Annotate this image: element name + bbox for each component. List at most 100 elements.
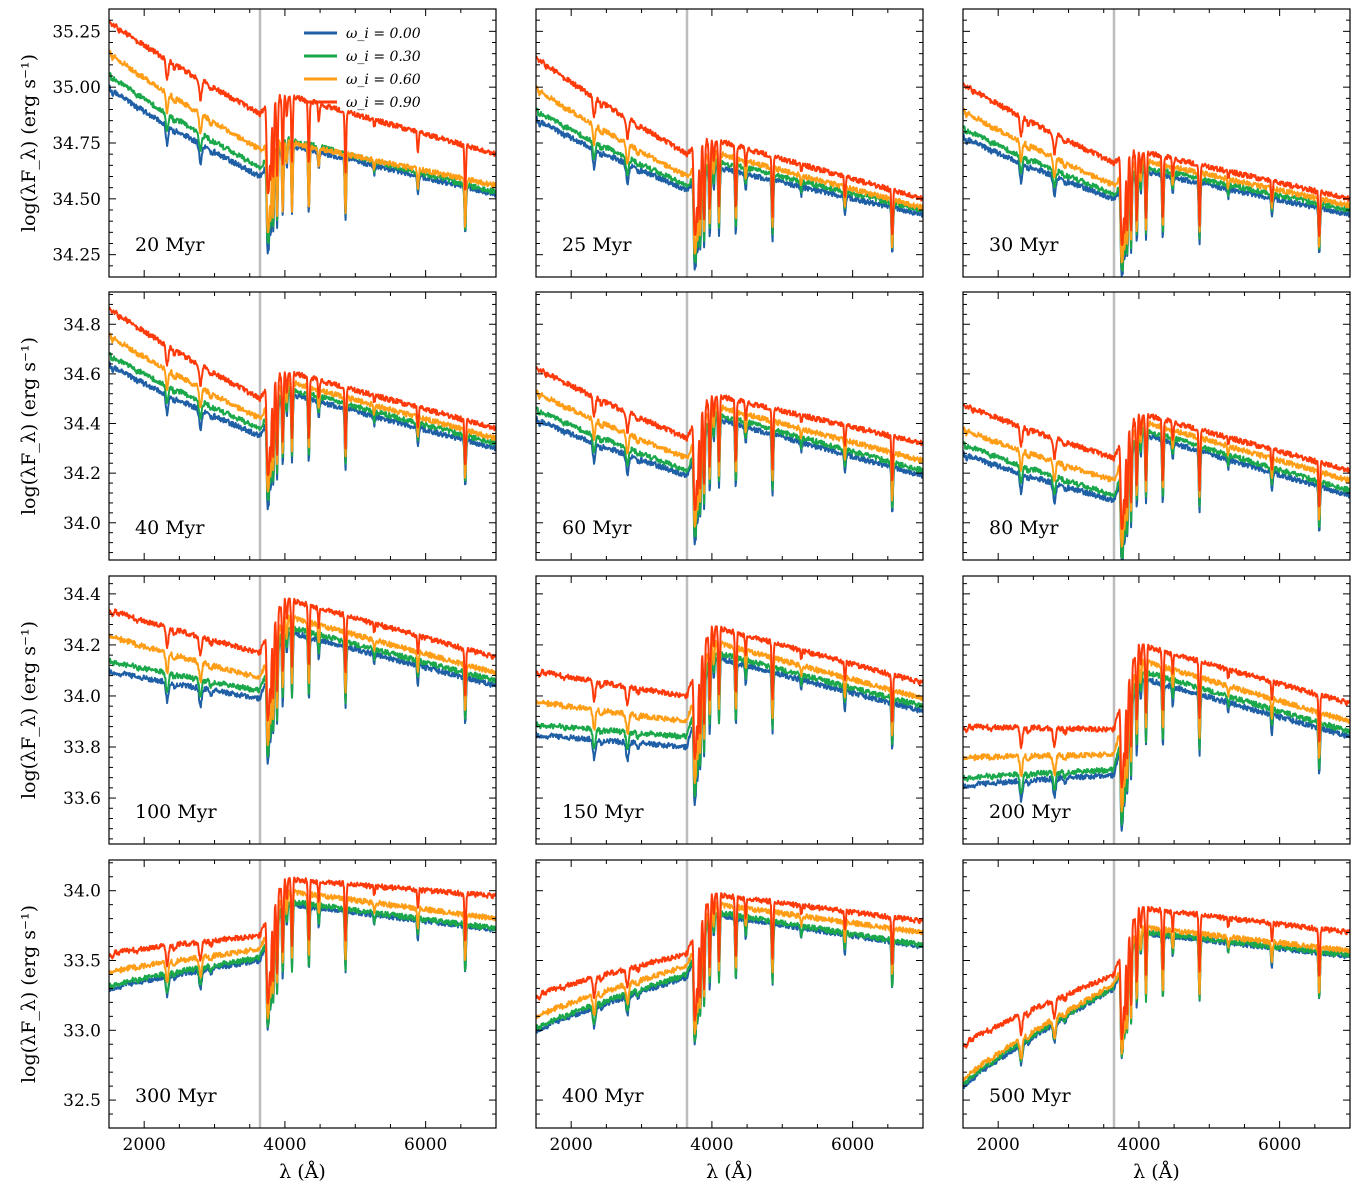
age-label: 40 Myr <box>135 517 205 539</box>
panel-frame <box>535 859 924 1129</box>
legend: ω_i = 0.00 ω_i = 0.30 ω_i = 0.60 ω_i = 0.90 <box>304 26 421 111</box>
age-label: 30 Myr <box>989 234 1059 256</box>
series-line-omega-060 <box>963 107 1350 264</box>
panel-150-myr: 150 Myr <box>535 575 924 845</box>
y-tick-label: 33.5 <box>63 952 101 972</box>
series-line-omega-090 <box>536 892 923 1022</box>
series-line-omega-060 <box>536 389 923 528</box>
series-line-omega-090 <box>536 625 923 760</box>
age-label: 60 Myr <box>562 517 632 539</box>
y-tick-label: 34.4 <box>63 585 101 605</box>
series-line-omega-090 <box>109 876 496 1005</box>
series-line-omega-060 <box>536 901 923 1035</box>
series-line-omega-000 <box>963 930 1350 1089</box>
panel-300-myr: 2000 4000 6000 λ (Å) 32.5 33.0 33.5 34.0 log(λF_… <box>18 859 497 1183</box>
x-tick-label: 2000 <box>123 1135 166 1155</box>
x-tick-label: 2000 <box>977 1135 1020 1155</box>
x-axis-label: λ (Å) <box>279 1161 326 1183</box>
x-tick-label: 4000 <box>690 1135 733 1155</box>
x-tick-label: 6000 <box>831 1135 874 1155</box>
x-tick-label: 4000 <box>1117 1135 1160 1155</box>
panel-25-myr: 25 Myr <box>535 8 924 278</box>
panel-200-myr: 200 Myr <box>962 575 1351 845</box>
panel-30-myr: 30 Myr <box>962 8 1351 278</box>
series-line-omega-090 <box>109 306 496 477</box>
series-line-omega-030 <box>963 426 1350 559</box>
y-tick-label: 32.5 <box>63 1091 101 1111</box>
series-line-omega-030 <box>536 651 923 798</box>
series-line-omega-030 <box>109 352 496 502</box>
series-line-omega-000 <box>536 115 923 271</box>
panel-100-myr: 33.6 33.8 34.0 34.2 34.4 log(λF_λ) (erg s⁻¹) 1… <box>18 575 497 845</box>
legend-label: ω_i = 0.60 <box>346 72 421 88</box>
series-line-omega-000 <box>536 655 923 807</box>
panel-frame <box>108 859 497 1129</box>
legend-label: ω_i = 0.00 <box>346 26 421 42</box>
series-line-omega-060 <box>536 640 923 785</box>
series-line-omega-090 <box>963 403 1350 530</box>
panel-20-myr: 34.25 34.50 34.75 35.00 35.25 log(λF_λ) (erg … <box>18 8 497 278</box>
y-tick-label: 34.75 <box>52 134 101 154</box>
y-tick-label: 34.50 <box>52 190 101 210</box>
x-axis-label: λ (Å) <box>1133 1161 1180 1183</box>
age-label: 400 Myr <box>562 1085 644 1107</box>
series-line-omega-060 <box>963 924 1350 1082</box>
x-tick-label: 4000 <box>263 1135 306 1155</box>
age-label: 300 Myr <box>135 1085 217 1107</box>
age-label: 150 Myr <box>562 801 644 823</box>
x-axis-label: λ (Å) <box>706 1161 753 1183</box>
y-tick-label: 34.2 <box>63 464 101 484</box>
panel-frame <box>535 575 924 845</box>
series-line-omega-000 <box>963 676 1350 832</box>
age-label: 500 Myr <box>989 1085 1071 1107</box>
panel-80-myr: 80 Myr <box>962 291 1351 561</box>
age-label: 20 Myr <box>135 234 205 256</box>
series-line-omega-090 <box>109 597 496 722</box>
y-tick-label: 34.0 <box>63 882 101 902</box>
y-tick-label: 34.8 <box>63 315 101 335</box>
series-line-omega-060 <box>536 85 923 255</box>
series-line-omega-030 <box>963 669 1350 826</box>
series-line-omega-060 <box>963 658 1350 813</box>
panel-frame <box>535 291 924 561</box>
series-line-omega-030 <box>536 910 923 1043</box>
panel-60-myr: 60 Myr <box>535 291 924 561</box>
x-tick-label: 6000 <box>1258 1135 1301 1155</box>
y-tick-label: 33.0 <box>63 1021 101 1041</box>
panel-400-myr: 2000 4000 6000 λ (Å) 400 Myr <box>535 859 924 1183</box>
panel-frame <box>962 575 1351 845</box>
series-line-omega-090 <box>109 19 496 195</box>
series-line-omega-030 <box>536 406 923 538</box>
series-line-omega-030 <box>109 625 496 758</box>
series-line-omega-060 <box>109 332 496 493</box>
y-tick-label: 34.0 <box>63 687 101 707</box>
y-tick-label: 34.6 <box>63 365 101 385</box>
y-tick-label: 34.2 <box>63 636 101 656</box>
series-line-omega-090 <box>963 643 1350 789</box>
series-line-omega-090 <box>536 365 923 511</box>
series-line-omega-090 <box>963 82 1350 247</box>
series-line-omega-090 <box>536 55 923 236</box>
y-axis-label: log(λF_λ) (erg s⁻¹) <box>18 905 40 1083</box>
panel-frame <box>962 291 1351 561</box>
series-line-omega-030 <box>536 107 923 264</box>
age-label: 25 Myr <box>562 234 632 256</box>
series-line-omega-060 <box>109 888 496 1020</box>
series-line-omega-060 <box>109 49 496 234</box>
y-axis-label: log(λF_λ) (erg s⁻¹) <box>18 621 40 799</box>
y-tick-label: 34.0 <box>63 514 101 534</box>
series-line-omega-090 <box>963 905 1350 1049</box>
y-axis-label: log(λF_λ) (erg s⁻¹) <box>18 54 40 232</box>
panel-40-myr: 34.0 34.2 34.4 34.6 34.8 log(λF_λ) (erg s⁻¹) 4… <box>18 291 497 561</box>
y-axis-label: log(λF_λ) (erg s⁻¹) <box>18 337 40 515</box>
y-tick-label: 35.25 <box>52 22 101 42</box>
series-line-omega-060 <box>963 418 1350 548</box>
series-line-omega-030 <box>109 899 496 1028</box>
y-tick-label: 34.4 <box>63 415 101 435</box>
age-label: 200 Myr <box>989 801 1071 823</box>
panel-frame <box>962 859 1351 1129</box>
panel-frame <box>108 291 497 561</box>
x-tick-label: 6000 <box>404 1135 447 1155</box>
legend-label: ω_i = 0.30 <box>346 49 421 65</box>
